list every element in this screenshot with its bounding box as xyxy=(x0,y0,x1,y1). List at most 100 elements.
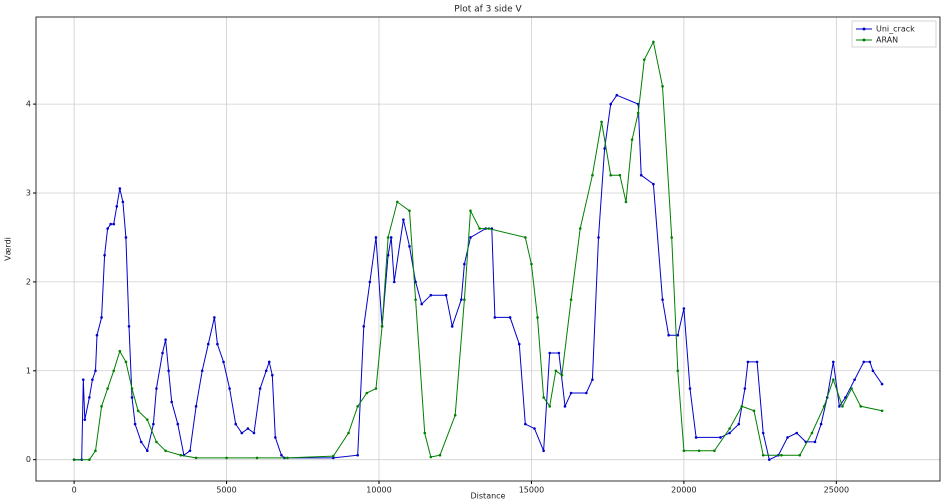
point xyxy=(368,280,372,284)
point xyxy=(222,360,225,364)
y-tick-label: 0 xyxy=(26,455,31,464)
point xyxy=(841,405,844,408)
point xyxy=(463,298,466,301)
point xyxy=(478,227,481,230)
point xyxy=(636,111,640,115)
point xyxy=(752,409,756,413)
point xyxy=(331,454,335,458)
point xyxy=(389,236,393,239)
point xyxy=(469,236,472,239)
point xyxy=(603,147,606,150)
point xyxy=(652,40,655,44)
point xyxy=(258,387,262,390)
point xyxy=(517,342,521,346)
point xyxy=(395,200,399,204)
point xyxy=(115,205,119,208)
point xyxy=(743,387,747,390)
point xyxy=(356,453,359,457)
point xyxy=(164,338,167,341)
point xyxy=(463,262,466,266)
point xyxy=(152,422,155,426)
point xyxy=(670,236,673,239)
legend-label: Uni_crack xyxy=(876,25,915,34)
y-axis-label: Værdi xyxy=(4,237,13,261)
point xyxy=(524,422,527,426)
point xyxy=(274,436,277,439)
point xyxy=(94,369,97,373)
point xyxy=(728,427,731,430)
point xyxy=(438,453,442,457)
x-tick-label: 10000 xyxy=(366,486,391,495)
point xyxy=(676,369,680,373)
point xyxy=(591,378,594,381)
point xyxy=(414,280,417,284)
point xyxy=(740,405,744,408)
point xyxy=(530,262,533,266)
point xyxy=(136,409,140,413)
point xyxy=(542,396,545,399)
point xyxy=(118,349,122,353)
point xyxy=(469,209,472,213)
point xyxy=(542,449,545,453)
point xyxy=(429,455,433,459)
point xyxy=(694,436,698,439)
point xyxy=(402,218,405,221)
point xyxy=(188,449,192,453)
point xyxy=(200,369,204,373)
x-tick-label: 20000 xyxy=(671,486,696,495)
point xyxy=(331,456,335,460)
point xyxy=(639,173,643,177)
point xyxy=(548,405,552,408)
legend-label: ARAN xyxy=(876,36,898,45)
point xyxy=(380,325,384,328)
point xyxy=(652,182,655,186)
point xyxy=(585,391,588,395)
x-tick-label: 5000 xyxy=(216,486,236,495)
point xyxy=(206,342,210,346)
point xyxy=(392,280,396,284)
point xyxy=(780,453,783,457)
point xyxy=(761,431,765,435)
point xyxy=(386,236,390,239)
point xyxy=(533,427,536,430)
point xyxy=(228,387,231,390)
point xyxy=(569,391,573,395)
point xyxy=(615,93,619,97)
point xyxy=(161,351,164,355)
point xyxy=(240,431,244,435)
point xyxy=(234,422,238,426)
point xyxy=(106,227,109,230)
point xyxy=(688,387,692,390)
point xyxy=(121,200,125,204)
legend-box xyxy=(851,20,937,48)
x-tick-label: 25000 xyxy=(824,486,849,495)
point xyxy=(145,418,149,421)
point xyxy=(124,236,128,239)
point xyxy=(798,453,802,457)
point xyxy=(88,458,91,461)
point xyxy=(853,378,856,381)
point xyxy=(155,387,158,390)
point xyxy=(225,456,228,460)
y-tick-label: 2 xyxy=(26,277,31,286)
point xyxy=(88,396,91,399)
y-tick-label: 4 xyxy=(26,100,31,109)
point xyxy=(508,316,512,319)
point xyxy=(630,138,634,141)
legend-marker xyxy=(862,27,866,31)
point xyxy=(713,449,716,453)
y-tick-label: 1 xyxy=(26,366,31,375)
point xyxy=(597,236,600,239)
point xyxy=(682,449,686,453)
point xyxy=(453,413,457,417)
point xyxy=(408,245,411,248)
point xyxy=(386,253,390,257)
point xyxy=(737,422,741,426)
point xyxy=(286,456,289,460)
point xyxy=(124,360,128,364)
point xyxy=(661,85,664,88)
chart-title: Plot af 3 side V xyxy=(454,5,522,15)
point xyxy=(557,351,561,355)
point xyxy=(83,418,87,421)
point xyxy=(365,391,369,395)
